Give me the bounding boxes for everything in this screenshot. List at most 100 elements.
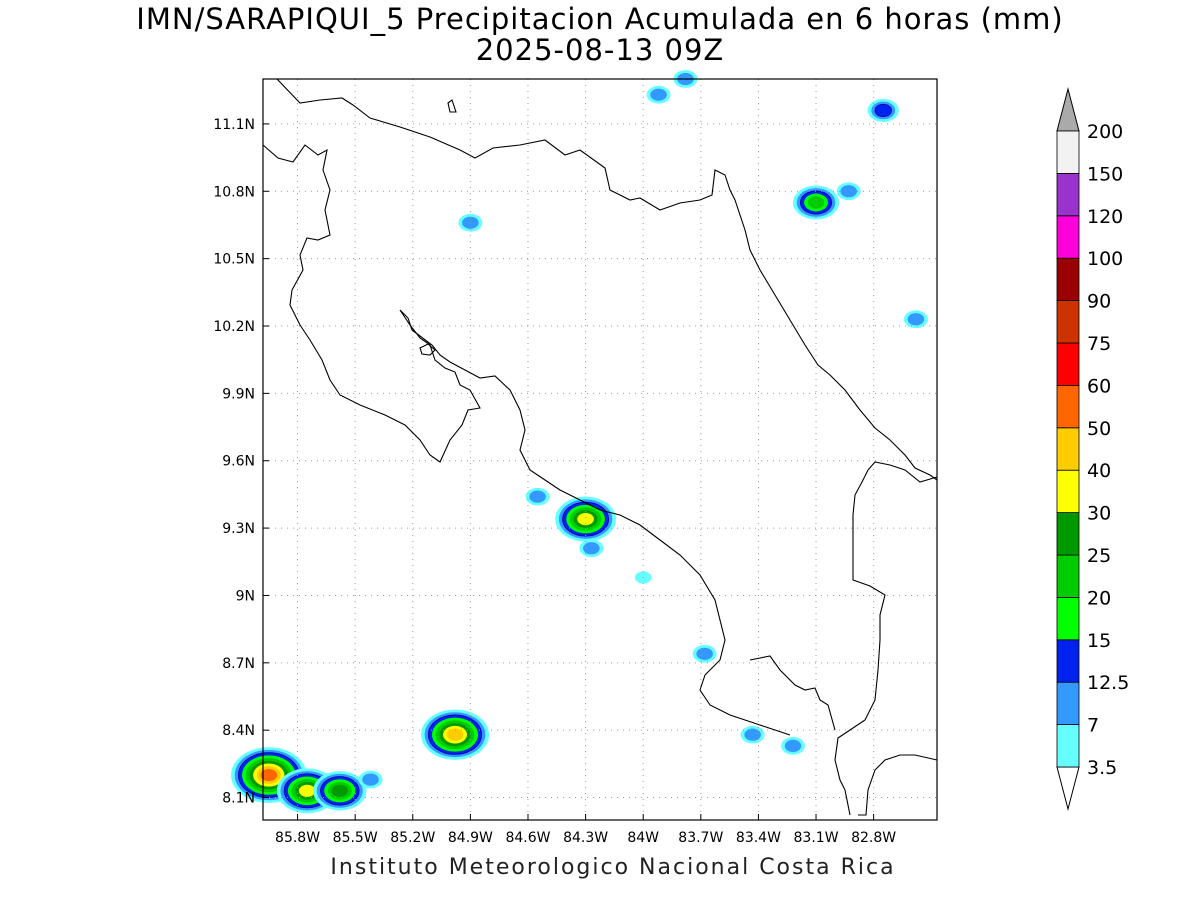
island-lake (419, 343, 436, 356)
precip-cell (903, 310, 928, 329)
lon-tick-label: 85.2W (390, 830, 435, 846)
lat-tick-label: 8.4N (222, 723, 255, 739)
precip-contour (331, 784, 349, 797)
lon-tick-label: 84.9W (448, 830, 493, 846)
colorbar-swatch (1056, 342, 1080, 386)
precip-cell (646, 85, 671, 104)
colorbar-swatch (1056, 512, 1080, 556)
precip-cell (692, 644, 717, 663)
lat-lon-grid (263, 79, 937, 820)
colorbar-label: 50 (1087, 418, 1111, 440)
lon-tick-label: 83.1W (794, 830, 839, 846)
lat-tick-label: 9.3N (222, 521, 255, 537)
colorbar-swatch (1056, 724, 1080, 768)
colorbar-label: 25 (1087, 545, 1111, 567)
colorbar-swatch (1056, 172, 1080, 217)
precip-cell (555, 496, 616, 542)
colorbar-swatch (1056, 130, 1080, 174)
precip-cell (358, 770, 383, 789)
precip-contour (650, 88, 667, 101)
colorbar: 3.5 7 12.5 15 20 25 30 40 50 60 75 90 100 120 150 200 (1056, 87, 1129, 811)
colorbar-swatch (1056, 639, 1080, 683)
lon-tick-label: 84W (627, 830, 659, 846)
lat-tick-label: 8.7N (222, 656, 255, 672)
colorbar-swatch (1056, 597, 1080, 641)
precip-contour (744, 728, 761, 741)
precip-contour (529, 490, 546, 503)
precip-cell (525, 487, 550, 506)
coastline-gulf (399, 309, 791, 736)
colorbar-label: 200 (1087, 121, 1123, 143)
precip-contour (446, 728, 464, 741)
map-frame (262, 78, 938, 821)
lat-tick-label: 9.9N (222, 386, 255, 402)
colorbar-min-triangle (1056, 766, 1080, 811)
lat-tick-label: 8.1N (222, 791, 255, 807)
map-subtitle: 2025-08-13 09Z (475, 33, 725, 67)
colorbar-label: 100 (1087, 248, 1123, 270)
lon-tick-label: 83.4W (736, 830, 781, 846)
colorbar-label: 30 (1087, 503, 1111, 525)
colorbar-label: 7 (1087, 715, 1099, 737)
precip-contour (462, 216, 479, 229)
precip-contour (362, 773, 379, 786)
precip-contour (298, 784, 316, 797)
precip-cell (793, 185, 840, 220)
lat-tick-label: 9.6N (222, 454, 255, 470)
colorbar-max-triangle (1056, 87, 1080, 132)
osa-peninsula (749, 655, 836, 731)
precip-contour (907, 313, 925, 326)
coastlines-borders (262, 78, 938, 816)
colorbar-swatch (1056, 427, 1080, 471)
lon-tick-label: 84.6W (505, 830, 550, 846)
colorbar-swatch (1056, 681, 1080, 726)
precip-cell (781, 737, 805, 755)
colorbar-swatch (1056, 257, 1080, 302)
colorbar-label: 3.5 (1087, 757, 1117, 779)
credit-text: Instituto Meteorologico Nacional Costa R… (330, 855, 896, 880)
precip-cell (740, 725, 765, 744)
precip-cell (867, 98, 899, 122)
lon-tick-label: 84.3W (563, 830, 608, 846)
colorbar-label: 90 (1087, 291, 1111, 313)
colorbar-swatch (1056, 469, 1080, 514)
colorbar-label: 40 (1087, 460, 1111, 482)
panama-coast (858, 754, 938, 816)
coastline-north (276, 78, 938, 481)
map-title: IMN/SARAPIQUI_5 Precipitacion Acumulada … (136, 2, 1064, 36)
lat-tick-label: 10.8N (213, 184, 255, 200)
precip-contour (577, 512, 594, 526)
lon-tick-label: 83.7W (678, 830, 723, 846)
coastline-pacific (262, 144, 481, 463)
colorbar-label: 120 (1087, 206, 1123, 228)
lat-tick-label: 10.2N (213, 319, 255, 335)
lon-tick-label: 85.5W (333, 830, 378, 846)
precip-contour (260, 768, 278, 782)
colorbar-label: 12.5 (1087, 672, 1129, 694)
precip-cell (579, 539, 604, 558)
lat-tick-label: 10.5N (213, 252, 255, 268)
precip-contour (840, 185, 857, 198)
lon-tick-label: 82.8W (851, 830, 896, 846)
colorbar-label: 150 (1087, 163, 1123, 185)
colorbar-swatch (1056, 215, 1080, 259)
precip-contour (874, 103, 892, 117)
colorbar-swatch (1056, 384, 1080, 429)
precip-cell (836, 182, 861, 201)
precip-contour (784, 739, 802, 753)
colorbar-label: 20 (1087, 587, 1111, 609)
colorbar-label: 60 (1087, 375, 1111, 397)
precip-cell (420, 709, 490, 760)
lat-tick-label: 9N (236, 588, 255, 604)
island-north (447, 99, 457, 113)
colorbar-label: 15 (1087, 630, 1111, 652)
precip-cell (458, 213, 483, 232)
lat-tick-label: 11.1N (213, 117, 255, 133)
lon-tick-label: 85.8W (275, 830, 320, 846)
colorbar-swatch (1056, 554, 1080, 598)
precip-contour (583, 542, 600, 555)
precip-contour (696, 647, 713, 660)
colorbar-swatch (1056, 300, 1080, 344)
precip-contour (807, 196, 825, 209)
